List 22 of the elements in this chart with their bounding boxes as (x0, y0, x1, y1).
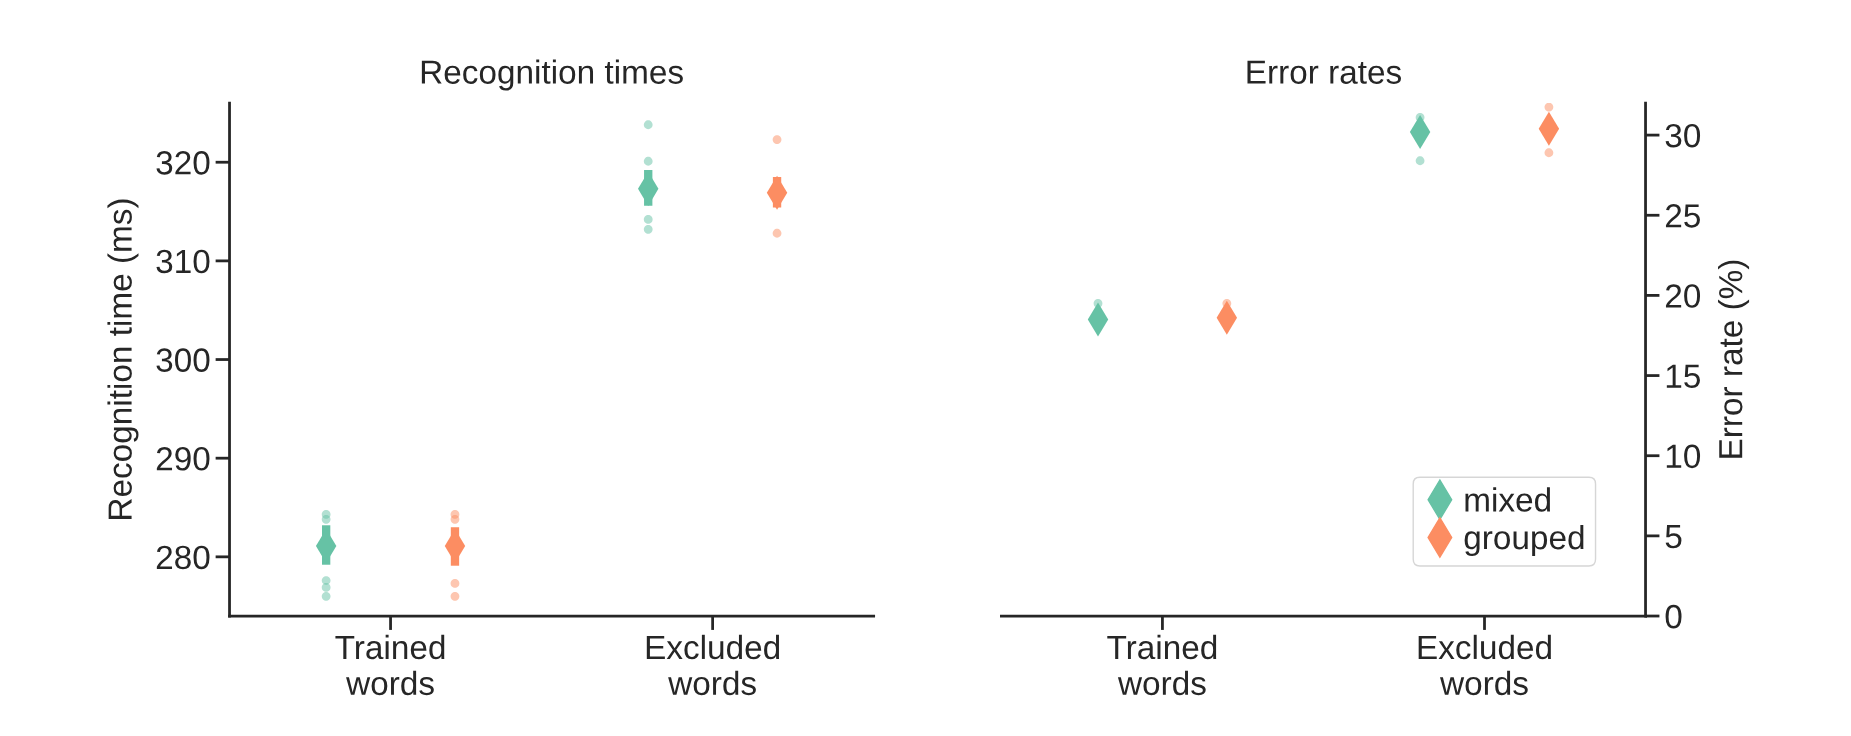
legend-label: grouped (1464, 524, 1584, 557)
y2-axis-title: Error rate (%) (1718, 260, 1750, 458)
y2-tick-label: 5 (1665, 525, 1682, 549)
y-tick-label: 300 (156, 348, 210, 372)
y2-tick-label: 10 (1666, 444, 1701, 469)
x-tick-label: Excluded words (1418, 634, 1551, 696)
y2-tick-label: 25 (1665, 204, 1700, 228)
y2-tick-label: 20 (1665, 284, 1701, 308)
y2-tick-label: 0 (1665, 604, 1682, 629)
y-tick-label: 280 (156, 545, 210, 570)
y-tick-label: 290 (156, 446, 210, 471)
y-tick-label: 310 (156, 249, 210, 274)
y2-tick-label: 30 (1665, 123, 1701, 148)
chart-title: Recognition times (421, 59, 683, 91)
chart-title: Error rates (1247, 60, 1401, 84)
x-tick-label: Trained words (1107, 634, 1217, 696)
x-tick-label: Excluded words (646, 634, 780, 696)
y2-tick-label: 15 (1666, 364, 1700, 388)
y-axis-title: Recognition time (ms) (107, 199, 139, 519)
y-tick-label: 320 (156, 151, 210, 175)
legend-label: mixed (1465, 487, 1550, 512)
x-tick-label: Trained words (335, 634, 445, 696)
